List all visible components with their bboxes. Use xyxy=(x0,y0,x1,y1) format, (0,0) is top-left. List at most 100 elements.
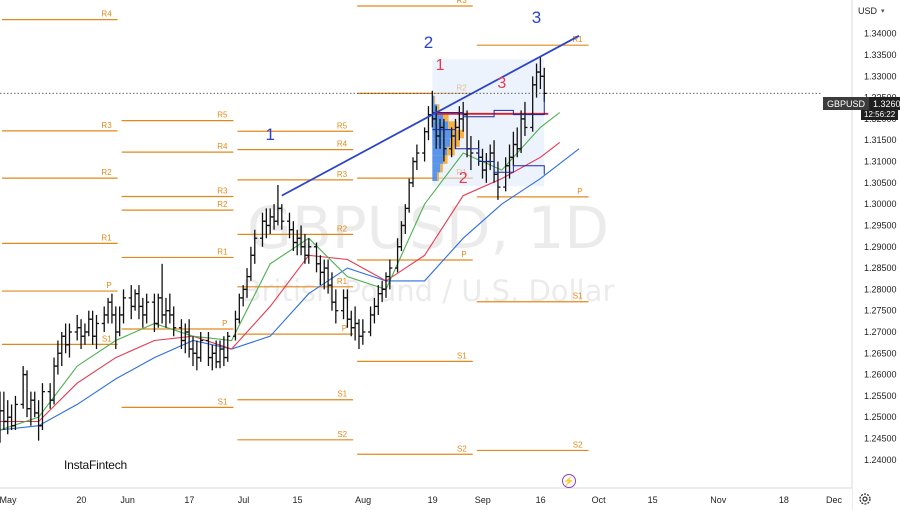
price-tick-label: 1.28000 xyxy=(864,284,897,294)
price-tick-label: 1.27500 xyxy=(864,306,897,316)
price-axis-bg xyxy=(852,0,900,510)
ohlc-bar xyxy=(12,395,18,430)
volume-profile-bar xyxy=(432,138,451,147)
ohlc-bar xyxy=(128,285,134,320)
time-tick-label: May xyxy=(0,495,17,505)
ohlc-bar xyxy=(63,323,69,354)
time-tick-label: 19 xyxy=(428,495,438,505)
ohlc-bar xyxy=(198,331,204,362)
time-tick-label: Oct xyxy=(592,495,607,505)
ohlc-bar xyxy=(82,323,88,345)
ohlc-bar xyxy=(209,344,215,371)
pivot-label: S2 xyxy=(457,444,467,453)
wave-label: 1 xyxy=(265,125,274,144)
band-lower-line xyxy=(432,129,545,175)
price-tick-label: 1.24500 xyxy=(864,434,897,444)
pivot-label: R3 xyxy=(217,186,228,195)
ohlc-bar xyxy=(171,306,177,337)
pivot-label: P xyxy=(222,319,227,328)
currency-selector[interactable]: USD ▾ xyxy=(858,4,896,18)
volume-profile-bar xyxy=(437,172,439,181)
ohlc-bar xyxy=(90,310,96,345)
price-tick-label: 1.31000 xyxy=(864,157,897,167)
volume-profile-bar xyxy=(447,146,455,156)
ohlc-bar xyxy=(66,323,72,358)
ohlc-bar xyxy=(306,238,312,264)
ohlc-bar xyxy=(113,306,119,350)
time-tick-label: Jul xyxy=(238,495,250,505)
price-tick-label: 1.34000 xyxy=(864,29,897,39)
volume-profile-bar xyxy=(437,104,440,113)
time-tick-label: Nov xyxy=(710,495,727,505)
ohlc-bars xyxy=(0,57,547,443)
ohlc-bar xyxy=(24,370,30,418)
pivot-label: S1 xyxy=(218,397,228,406)
gear-icon[interactable] xyxy=(858,492,872,506)
ohlc-bar xyxy=(186,319,192,358)
pivot-label: R5 xyxy=(217,111,228,120)
last-price-tag: GBPUSD 1.32602 xyxy=(823,97,900,110)
ohlc-bar xyxy=(136,285,142,320)
wave-label: 2 xyxy=(459,170,468,187)
price-tick-label: 1.29000 xyxy=(864,242,897,252)
chevron-down-icon: ▾ xyxy=(881,8,885,15)
ohlc-bar xyxy=(20,366,26,409)
volume-profile-bar xyxy=(448,121,457,130)
ohlc-bar xyxy=(39,383,45,430)
brand-badge xyxy=(56,453,138,477)
ohlc-bar xyxy=(101,306,107,332)
pivot-label: S1 xyxy=(102,334,112,343)
price-tick-label: 1.28500 xyxy=(864,263,897,273)
pivot-label: R2 xyxy=(217,200,228,209)
ohlc-bar xyxy=(163,297,169,328)
ohlc-bar xyxy=(155,293,161,328)
ohlc-bar xyxy=(348,310,354,337)
price-tick-label: 1.30500 xyxy=(864,178,897,188)
ohlc-bar xyxy=(51,357,57,405)
volume-profile-bar xyxy=(440,163,443,173)
pivot-label: P xyxy=(342,324,347,333)
pivot-label: R1 xyxy=(572,35,583,44)
time-tick-label: 17 xyxy=(184,495,194,505)
ohlc-bar xyxy=(167,293,173,324)
volume-profile-bar xyxy=(443,155,448,164)
pivot-label: P xyxy=(461,250,466,259)
pivot-label: P xyxy=(577,187,582,196)
volume-profile-bar xyxy=(432,112,444,122)
price-tick-label: 1.25500 xyxy=(864,391,897,401)
brand-logo-text: InstaFintech xyxy=(64,458,127,472)
price-tick-label: 1.26500 xyxy=(864,348,897,358)
volume-profile-bar xyxy=(432,155,444,164)
ohlc-bar xyxy=(140,297,146,328)
ohlc-bar xyxy=(279,204,285,230)
pivot-label: R4 xyxy=(101,10,112,19)
volume-profile-bar xyxy=(443,112,449,122)
pivot-label: R3 xyxy=(101,121,112,130)
pivot-label: P xyxy=(106,281,111,290)
ohlc-bar xyxy=(94,314,99,350)
volume-profile-bar xyxy=(432,172,438,181)
time-tick-label: Dec xyxy=(826,495,843,505)
ohlc-bar xyxy=(422,127,428,162)
volume-profile-bar xyxy=(452,129,464,139)
pivot-label: S1 xyxy=(337,390,347,399)
last-price-value: 1.32602 xyxy=(869,97,900,110)
pivot-label: R2 xyxy=(101,168,112,177)
band-upper-line xyxy=(432,97,545,118)
ohlc-bar xyxy=(194,340,200,371)
ohlc-bar xyxy=(225,331,231,362)
ohlc-bar xyxy=(441,118,447,162)
ohlc-bar xyxy=(0,391,3,443)
ohlc-bar xyxy=(121,289,127,324)
currency-label: USD xyxy=(858,6,878,16)
pivot-label: R1 xyxy=(217,247,228,256)
pivot-label: S1 xyxy=(573,292,583,301)
ohlc-bar xyxy=(117,306,123,337)
ma-slow-line xyxy=(0,148,580,431)
time-axis: May 20 Jun 17 Jul 15 Aug 19 Sep 16 Oct 15 Nov 18 Dec xyxy=(0,487,852,510)
price-tick-label: 1.27000 xyxy=(864,327,897,337)
flash-icon[interactable]: ⚡ xyxy=(562,474,576,488)
price-tick-label: 1.31500 xyxy=(864,135,897,145)
time-tick-label: 15 xyxy=(292,495,302,505)
